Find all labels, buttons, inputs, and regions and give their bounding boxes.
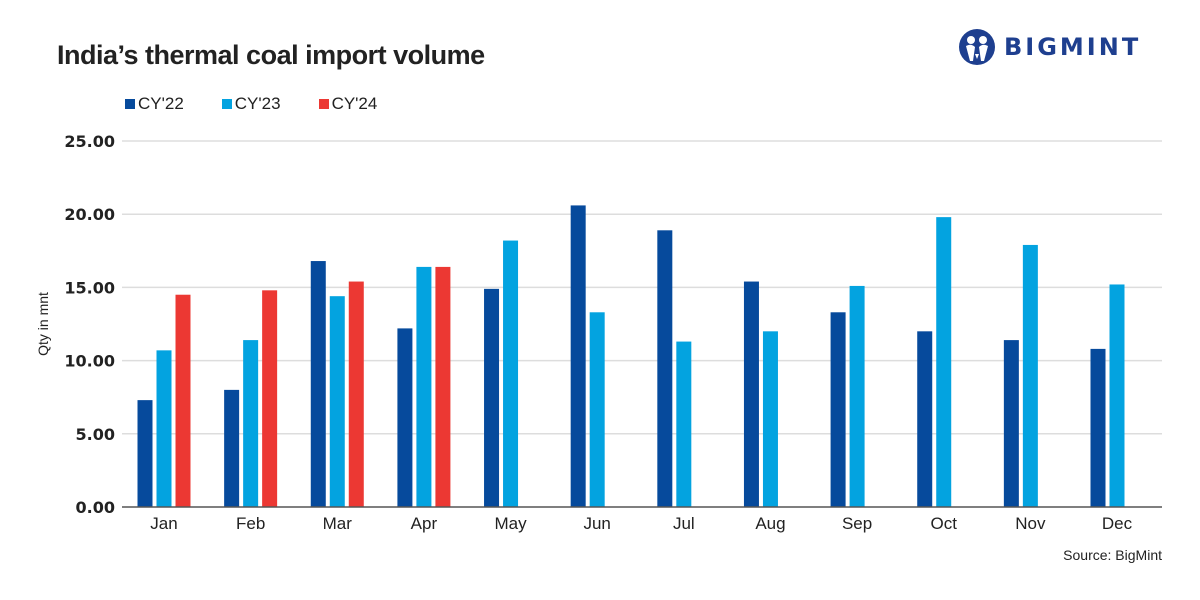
x-tick-label: Jul: [673, 514, 695, 533]
x-tick-label: May: [494, 514, 527, 533]
bar-cy22-apr: [397, 328, 413, 507]
bigmint-logo-icon: [959, 29, 995, 65]
y-axis-label: Qty in mnt: [35, 292, 51, 356]
bar-cy23-feb: [243, 340, 259, 507]
y-axis-ticks: 0.00 5.00 10.00 15.00 20.00 25.00: [64, 132, 115, 517]
bar-cy22-may: [484, 288, 500, 507]
bar-cy23-sep: [849, 285, 865, 507]
bar-cy23-apr: [416, 266, 432, 507]
bar-cy22-jan: [137, 400, 153, 507]
legend-label-cy23: CY'23: [234, 94, 281, 113]
source-note: Source: BigMint: [1063, 547, 1162, 563]
bar-cy22-feb: [224, 389, 240, 507]
bar-cy24-jan: [175, 294, 191, 507]
bar-cy22-nov: [1003, 340, 1019, 507]
x-tick-label: Mar: [323, 514, 353, 533]
y-tick-label: 20.00: [64, 205, 115, 224]
bar-cy22-mar: [310, 261, 326, 507]
x-tick-label: Jan: [150, 514, 177, 533]
y-tick-label: 25.00: [64, 132, 115, 151]
bar-cy22-sep: [830, 312, 846, 507]
legend-label-cy22: CY'22: [138, 94, 184, 113]
bar-cy23-jul: [676, 341, 692, 507]
bar-cy23-aug: [762, 331, 778, 507]
bar-cy22-jun: [570, 205, 586, 507]
bar-cy24-feb: [262, 290, 278, 507]
bar-cy22-aug: [743, 281, 759, 507]
bar-cy22-jul: [657, 230, 673, 507]
gridlines: [122, 140, 1162, 435]
bar-cy23-mar: [329, 296, 345, 507]
bar-cy24-mar: [348, 281, 364, 507]
legend-swatch-cy22: [125, 99, 135, 109]
x-tick-label: Aug: [755, 514, 785, 533]
x-tick-label: Nov: [1015, 514, 1046, 533]
bar-cy23-dec: [1109, 284, 1125, 507]
legend-item-cy24: CY'24: [318, 94, 378, 114]
y-tick-label: 15.00: [64, 278, 115, 297]
bars: [137, 205, 1125, 508]
chart-title: India’s thermal coal import volume: [57, 40, 485, 70]
x-tick-label: Sep: [842, 514, 872, 533]
y-tick-label: 5.00: [76, 425, 115, 444]
bar-cy23-may: [503, 240, 519, 507]
bar-cy23-jan: [156, 350, 172, 507]
logo-text: BIGMINT: [1004, 33, 1142, 61]
legend: CY'22 CY'23 CY'24: [125, 94, 415, 114]
bar-cy22-dec: [1090, 348, 1106, 507]
x-tick-label: Apr: [411, 514, 438, 533]
bar-cy23-jun: [589, 312, 605, 507]
x-tick-label: Oct: [931, 514, 958, 533]
legend-swatch-cy23: [221, 99, 232, 109]
bigmint-logo: BIGMINT: [958, 28, 1141, 66]
bar-cy23-oct: [936, 217, 952, 508]
legend-item-cy23: CY'23: [221, 94, 281, 114]
x-axis-labels: Jan Feb Mar Apr May Jun Jul Aug Sep Oct Nov Dec: [150, 514, 1132, 533]
bar-cy23-nov: [1022, 244, 1038, 507]
x-tick-label: Dec: [1102, 514, 1133, 533]
y-tick-label: 10.00: [64, 352, 115, 371]
legend-swatch-cy24: [318, 99, 329, 109]
bar-cy24-apr: [435, 266, 451, 507]
y-tick-label: 0.00: [76, 498, 115, 517]
legend-item-cy22: CY'22: [125, 94, 184, 114]
bar-cy22-oct: [917, 331, 933, 507]
x-tick-label: Feb: [236, 514, 265, 533]
x-tick-label: Jun: [583, 514, 610, 533]
legend-label-cy24: CY'24: [331, 94, 378, 113]
